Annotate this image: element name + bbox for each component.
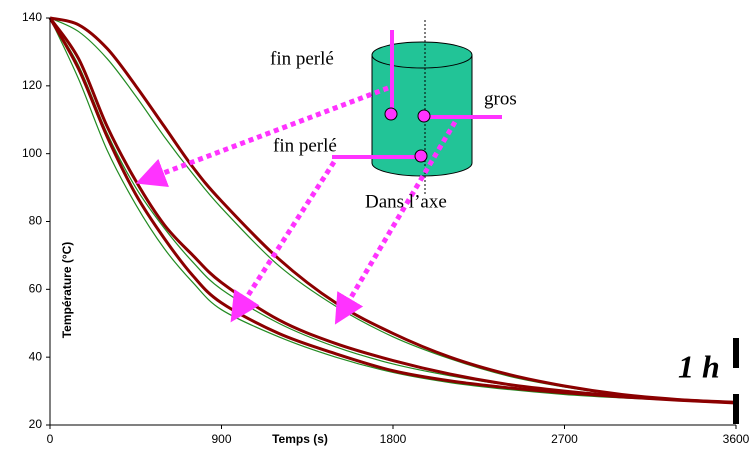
annotation: Dans l’axe: [365, 191, 447, 212]
x-tick-label: 0: [47, 432, 54, 446]
annotation: fin perlé: [273, 135, 337, 156]
x-axis-label: Temps (s): [272, 432, 328, 446]
annotation: fin perlé: [270, 48, 334, 69]
line: [48, 17, 737, 405]
y-tick-label: 140: [22, 10, 42, 24]
y-tick-label: 60: [29, 282, 43, 296]
x-tick-label: 3600: [723, 432, 750, 446]
y-tick-label: 100: [22, 146, 42, 160]
x-tick-label: 2700: [551, 432, 578, 446]
annotation: 1 h: [678, 348, 720, 384]
annotation: gros: [484, 88, 517, 109]
line: [49, 17, 737, 404]
arrows: [135, 85, 458, 325]
line: [49, 16, 737, 404]
y-tick-label: 40: [29, 349, 43, 363]
y-tick-label: 20: [29, 417, 43, 431]
cylinder: [332, 20, 502, 195]
marker: [733, 394, 739, 424]
y-tick-label: 120: [22, 78, 42, 92]
x-tick-label: 1800: [380, 432, 407, 446]
y-tick-label: 80: [29, 214, 43, 228]
marker: [733, 338, 739, 368]
x-tick-label: 900: [211, 432, 231, 446]
y-axis-label: Température (°C): [60, 242, 74, 339]
